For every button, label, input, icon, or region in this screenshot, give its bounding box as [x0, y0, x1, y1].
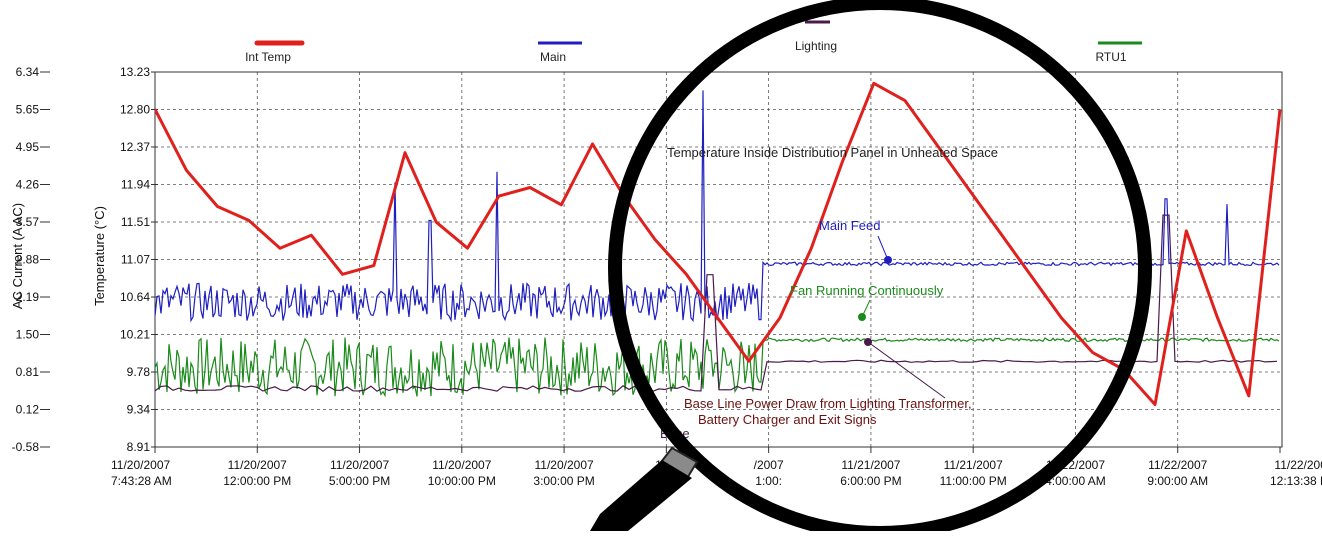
current-tick-label: 0.12: [16, 403, 40, 417]
annotation-base-leader: [867, 341, 946, 399]
x-tick-time: 5:00:00 PM: [329, 474, 390, 488]
x-tick-time: 11:00:00 PM: [940, 474, 1007, 488]
axis-ticks: 6.34 13.23 5.65 12.80 4.95 12.37 4.26 11.94 3.57…: [12, 65, 1322, 488]
annotation-base-dot: [864, 338, 872, 346]
current-tick-label: 0.81: [16, 365, 40, 379]
temp-tick-label: 9.34: [127, 403, 151, 417]
temp-tick-label: 11.51: [121, 215, 150, 229]
x-tick-date: 11/22/2007: [1148, 458, 1207, 472]
legend-label-int-temp: Int Temp: [245, 50, 291, 64]
x-tick-time: 1:00:: [755, 474, 782, 488]
x-tick-time: 6:00:00 PM: [840, 474, 901, 488]
annotation-main-feed-leader: [877, 235, 889, 261]
x-tick-time: 9:00:00 AM: [1147, 474, 1208, 488]
x-tick-time: 7:43:28 AM: [111, 474, 172, 488]
current-tick-label: 5.65: [16, 103, 40, 117]
current-tick-label: -0.58: [12, 440, 40, 454]
x-tick-date: /2007: [754, 458, 784, 472]
y-axis-title-current: AC Current (A AC): [10, 203, 25, 309]
temp-tick-label: 10.64: [120, 290, 150, 304]
x-tick-date: 11/20/2007: [535, 458, 594, 472]
legend: Int Temp Main Lighting RTU1: [245, 20, 1142, 64]
y-axis-title-temperature: Temperature (°C): [92, 206, 107, 306]
temp-tick-label: 11.94: [121, 178, 150, 192]
x-tick-date: 11/22/2007: [1274, 458, 1322, 472]
series-line-int-temp: [155, 81, 1282, 406]
current-tick-label: 6.34: [16, 65, 40, 79]
x-tick-time: 12:00:00 PM: [223, 474, 291, 488]
temp-tick-label: 8.91: [127, 440, 151, 454]
current-tick-label: 1.50: [16, 328, 40, 342]
x-tick-time: 3:00:00 PM: [533, 474, 594, 488]
temp-tick-label: 12.80: [120, 103, 150, 117]
temp-tick-label: 13.23: [120, 65, 150, 79]
x-tick-date: 11/20/2007: [330, 458, 389, 472]
plot-frame: [154, 71, 1283, 448]
x-tick-date: 11/20/2007: [432, 458, 491, 472]
magnifier-lens: [608, 0, 1152, 536]
magnifier-handle: [590, 460, 692, 531]
x-tick-date: 11/20/2007: [228, 458, 287, 472]
x-tick-date: 11/21/2007: [841, 458, 900, 472]
legend-label-main: Main: [540, 50, 566, 64]
current-tick-label: 2.19: [16, 290, 40, 304]
annotation-fan: Fan Running Continuously: [790, 283, 944, 298]
legend-label-rtu1: RTU1: [1095, 50, 1126, 64]
temp-tick-label: 11.07: [121, 253, 150, 267]
annotation-base-line-2: Battery Charger and Exit Signs: [698, 412, 877, 427]
x-tick-time: 12:13:38 PM: [1270, 474, 1322, 488]
current-tick-label: 4.95: [16, 140, 40, 154]
current-tick-label: 3.57: [16, 215, 40, 229]
x-tick-date: 11/21/2007: [944, 458, 1003, 472]
legend-label-lighting: Lighting: [795, 39, 837, 53]
annotation-main-feed: Main Feed: [819, 218, 880, 233]
x-tick-time: 10:00:00 PM: [428, 474, 496, 488]
annotation-fan-dot: [858, 313, 866, 321]
temp-tick-label: 12.37: [120, 140, 150, 154]
series-line-main: [155, 90, 1280, 323]
annotation-main-feed-dot: [884, 256, 892, 264]
current-tick-label: 2.88: [16, 253, 40, 267]
x-tick-date: 11/20/2007: [111, 458, 170, 472]
magnifier-icon: [590, 0, 1152, 536]
temp-tick-label: 9.78: [127, 365, 151, 379]
temp-tick-label: 10.21: [120, 328, 150, 342]
annotation-panel-temp: Temperature Inside Distribution Panel in…: [667, 145, 998, 160]
x-tick-time: 4:00:00 AM: [1045, 474, 1106, 488]
series-line-lighting: [155, 214, 1278, 392]
annotation-base-line-1: Base Line Power Draw from Lighting Trans…: [684, 396, 972, 411]
current-tick-label: 4.26: [16, 178, 40, 192]
